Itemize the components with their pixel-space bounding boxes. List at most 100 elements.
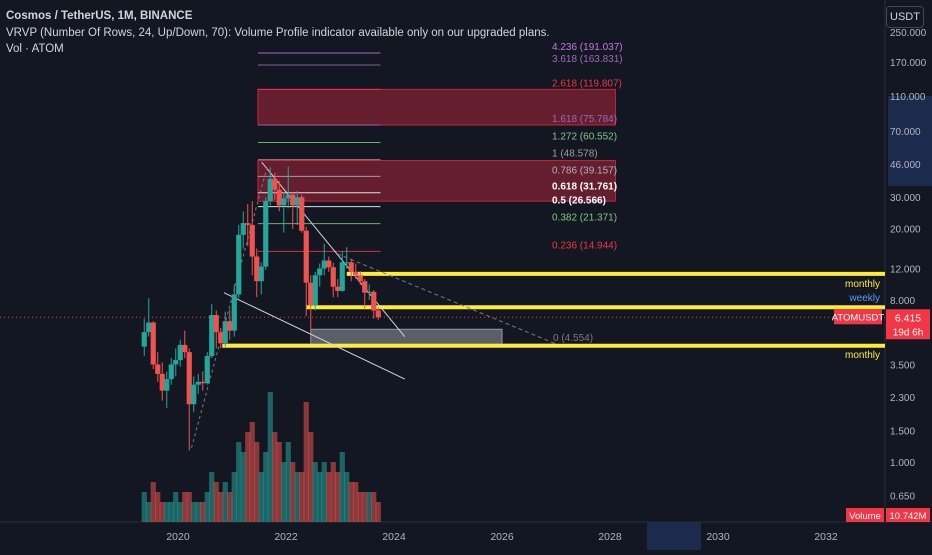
volume-bar (204, 492, 210, 522)
candle[interactable] (321, 260, 327, 269)
volume-bar (240, 452, 246, 522)
candle[interactable] (362, 281, 368, 293)
candle[interactable] (177, 344, 183, 361)
fib-level-label: 0.5 (26.566) (552, 196, 606, 207)
price-axis-tick: 8.000 (890, 296, 915, 307)
volume-bar (366, 492, 372, 522)
volume-bar (362, 492, 368, 522)
candle[interactable] (218, 332, 224, 344)
candle[interactable] (258, 266, 264, 282)
candle[interactable] (299, 197, 305, 231)
candle[interactable] (227, 321, 233, 331)
candle[interactable] (186, 352, 192, 405)
candle[interactable] (173, 360, 179, 365)
currency-unit-button[interactable]: USDT (886, 6, 924, 28)
price-axis[interactable] (886, 0, 932, 522)
candle[interactable] (330, 267, 336, 287)
candle[interactable] (371, 291, 377, 311)
candle[interactable] (353, 271, 359, 276)
lower-trendline[interactable] (223, 292, 406, 380)
symbol-title: Cosmos / TetherUS, 1M, BINANCE (6, 10, 193, 22)
candle[interactable] (281, 198, 287, 206)
candle[interactable] (191, 384, 197, 405)
resistance-zone-box[interactable] (257, 88, 616, 126)
price-axis-tick: 170.000 (890, 58, 927, 69)
candle[interactable] (182, 344, 188, 353)
time-axis-tick: 2032 (814, 531, 838, 543)
candle[interactable] (276, 189, 282, 206)
volume-bar (258, 472, 264, 522)
candle[interactable] (290, 194, 296, 206)
candle[interactable] (344, 262, 350, 264)
volume-bar (348, 482, 354, 522)
projection-dashed-line[interactable] (337, 253, 557, 345)
candle[interactable] (272, 178, 278, 190)
candle[interactable] (366, 291, 372, 293)
candle[interactable] (339, 262, 345, 291)
volume-bar (213, 482, 219, 522)
time-axis-tick: 2022 (274, 531, 298, 543)
volume-bar (263, 452, 269, 522)
time-axis-tick: 2024 (382, 531, 406, 543)
candle[interactable] (164, 379, 170, 391)
price-axis-tick: 250.000 (890, 28, 927, 39)
axis-range-highlight (888, 96, 932, 186)
candle[interactable] (326, 260, 332, 268)
candle[interactable] (204, 356, 210, 384)
fib-level-label: 4.236 (191.037) (552, 42, 623, 53)
candle[interactable] (213, 315, 219, 333)
descending-trendline[interactable] (261, 161, 406, 337)
candle[interactable] (146, 322, 152, 333)
candle[interactable] (249, 224, 255, 257)
candle[interactable] (150, 322, 156, 365)
candle[interactable] (267, 178, 273, 202)
volume-bar (326, 472, 332, 522)
volume-bar (150, 482, 156, 522)
candle[interactable] (141, 332, 147, 347)
candle[interactable] (155, 364, 161, 374)
volume-bar (276, 442, 282, 522)
volume-bar (353, 482, 359, 522)
candle[interactable] (222, 321, 228, 344)
volume-bar (200, 502, 206, 522)
volume-bar (344, 472, 350, 522)
volume-bar (317, 472, 323, 522)
candle[interactable] (294, 197, 300, 206)
candle[interactable] (168, 364, 174, 380)
candle[interactable] (312, 275, 318, 306)
candle[interactable] (335, 286, 341, 291)
candle[interactable] (195, 381, 201, 385)
time-axis-tick: 2020 (166, 531, 190, 543)
candle[interactable] (209, 315, 215, 357)
volume-bar (186, 492, 192, 522)
time-axis-tick: 2030 (706, 531, 730, 543)
candle[interactable] (357, 275, 363, 282)
candle[interactable] (245, 223, 251, 225)
candle[interactable] (348, 262, 354, 272)
time-axis[interactable] (0, 523, 885, 550)
bar-countdown: 19d 6h (893, 327, 924, 338)
candle[interactable] (375, 310, 381, 318)
candle[interactable] (308, 282, 314, 306)
candle[interactable] (236, 234, 242, 295)
candle[interactable] (263, 201, 269, 267)
candle[interactable] (285, 194, 291, 199)
candle[interactable] (254, 256, 260, 282)
target-zone-box[interactable] (310, 328, 503, 345)
volume-bar (312, 462, 318, 522)
candle[interactable] (231, 294, 237, 331)
volume-bar (321, 462, 327, 522)
indicator-legend[interactable]: VRVP (Number Of Rows, 24, Up/Down, 70): … (6, 27, 550, 39)
candle[interactable] (317, 268, 323, 276)
volume-legend[interactable]: Vol · ATOM (6, 43, 64, 55)
candle[interactable] (303, 230, 309, 283)
price-axis-tick: 3.500 (890, 360, 915, 371)
resistance-zone-box[interactable] (257, 160, 616, 202)
price-axis-tick: 110.000 (890, 92, 926, 103)
fib-level-label: 0.618 (31.761) (552, 182, 617, 193)
candle[interactable] (200, 381, 206, 384)
candle[interactable] (159, 373, 165, 391)
candle[interactable] (240, 223, 246, 235)
